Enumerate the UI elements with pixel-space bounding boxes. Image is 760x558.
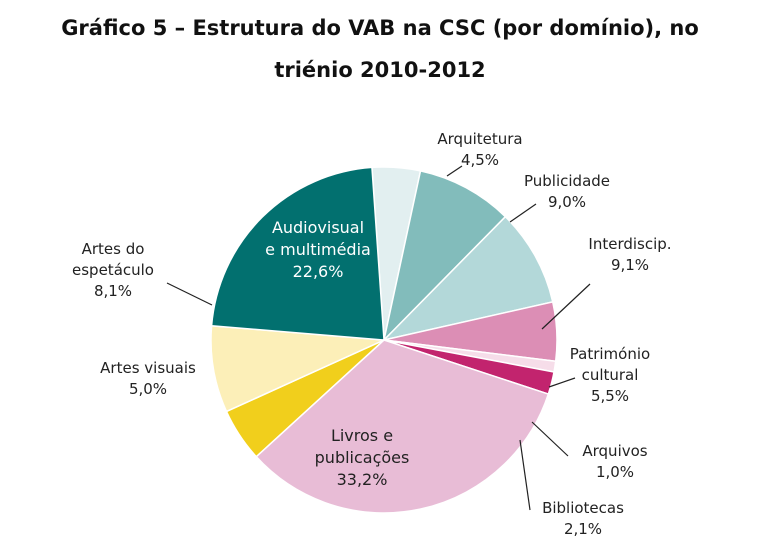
data-label-patrimonio-cultural: Património cultural 5,5% bbox=[570, 345, 650, 405]
leader-line-bibliotecas bbox=[519, 439, 531, 511]
chart-title-line-2: triénio 2010-2012 bbox=[274, 58, 486, 82]
pie-slice-artes-espetaculo bbox=[210, 324, 387, 413]
chart-title-line-1: Gráfico 5 – Estrutura do VAB na CSC (por… bbox=[61, 16, 699, 40]
leader-line-arquivos bbox=[531, 421, 569, 457]
pie-slice-audiovisual-multimedia bbox=[210, 166, 385, 341]
data-label-bibliotecas: Bibliotecas 2,1% bbox=[542, 499, 624, 538]
data-label-interdisciplinar: Interdiscip. 9,1% bbox=[588, 235, 671, 274]
data-label-publicidade: Publicidade 9,0% bbox=[524, 172, 610, 211]
data-label-arquitetura: Arquitetura 4,5% bbox=[437, 130, 522, 169]
data-label-artes-visuais: Artes visuais 5,0% bbox=[100, 359, 196, 398]
pie-slice-publicidade bbox=[382, 170, 507, 343]
leader-line-interdisciplinar bbox=[541, 283, 591, 330]
pie-slice-interdisciplinar bbox=[381, 215, 554, 342]
data-label-artes-espetaculo: Artes do espetáculo 8,1% bbox=[72, 240, 154, 300]
data-label-livros-publicacoes: Livros e publicações 33,2% bbox=[315, 426, 410, 489]
pie-slice-livros-publicacoes bbox=[255, 339, 550, 514]
leader-line-publicidade bbox=[509, 203, 537, 223]
leader-line-patrimonio-cultural bbox=[548, 377, 576, 388]
data-label-audiovisual-multimedia: Audiovisual e multimédia 22,6% bbox=[265, 218, 371, 281]
leader-line-artes-espetaculo bbox=[166, 282, 213, 306]
leader-line-arquitetura bbox=[446, 165, 463, 177]
data-label-arquivos: Arquivos 1,0% bbox=[582, 442, 647, 481]
